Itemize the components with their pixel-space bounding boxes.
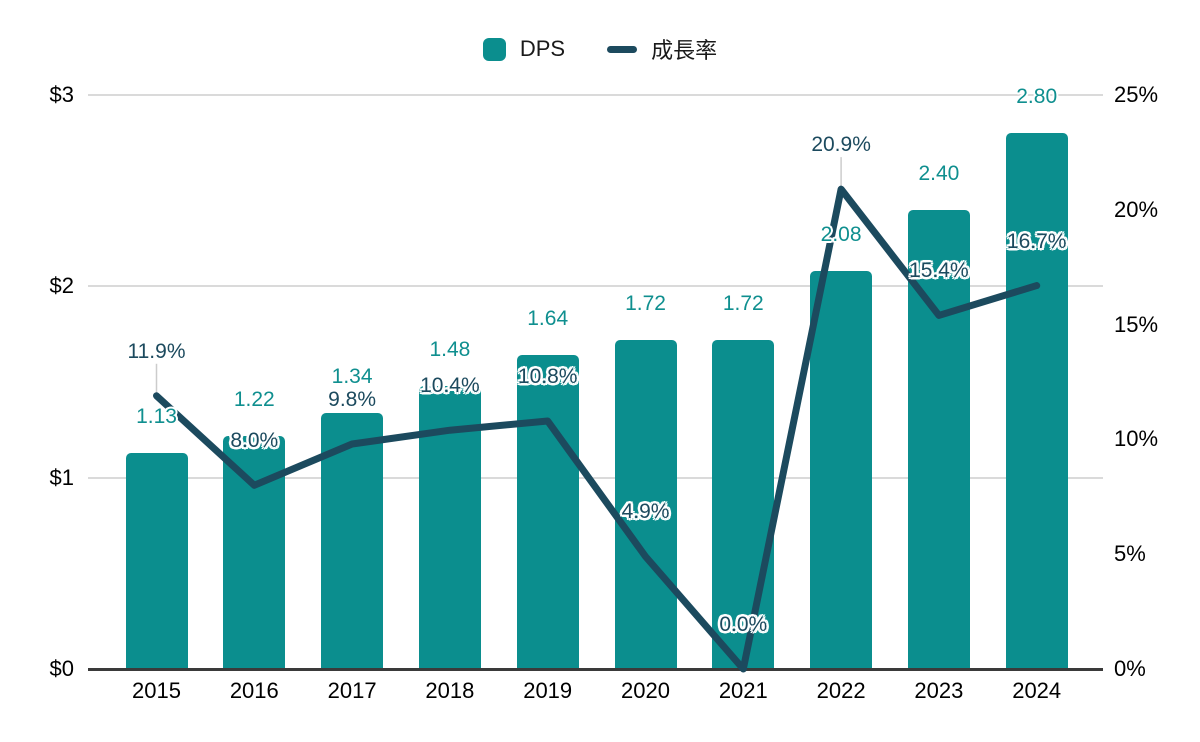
dps-legend-swatch-icon xyxy=(482,37,506,61)
legend-item-dps[interactable]: DPS xyxy=(482,36,566,62)
growth-value-label: 9.8% xyxy=(328,387,377,411)
year-tick-label: 2022 xyxy=(816,678,866,703)
left-axis-tick: $2 xyxy=(49,273,74,299)
gridline xyxy=(88,285,1103,288)
dps-bar[interactable] xyxy=(712,339,775,669)
dps-value-label: 1.64 xyxy=(527,307,569,331)
gridline xyxy=(88,94,1103,96)
right-axis-tick: 15% xyxy=(1114,311,1159,337)
growth-value-label: 4.9% xyxy=(621,500,670,524)
dps-bar[interactable] xyxy=(614,339,677,669)
growth-value-label: 8.0% xyxy=(230,429,279,453)
dps-value-label: 1.34 xyxy=(331,364,373,388)
legend-label-growth: 成長率 xyxy=(651,38,718,63)
growth-value-label: 11.9% xyxy=(127,339,186,363)
year-tick-label: 2019 xyxy=(523,678,573,703)
growth-value-label: 10.4% xyxy=(420,374,480,398)
growth-value-label: 16.7% xyxy=(1006,229,1067,253)
left-axis-tick: $1 xyxy=(49,464,74,490)
dps-bar[interactable] xyxy=(810,271,873,669)
growth-value-label: 0.0% xyxy=(719,613,768,636)
right-axis-tick: 25% xyxy=(1114,82,1159,107)
year-tick-label: 2024 xyxy=(1012,678,1062,703)
year-tick-label: 2015 xyxy=(132,678,181,703)
dps-bar[interactable] xyxy=(516,355,579,669)
legend-item-growth[interactable]: 成長率 xyxy=(607,33,717,65)
dps-value-label: 1.72 xyxy=(625,291,666,315)
right-axis-tick: 0% xyxy=(1114,656,1146,681)
dps-value-label: 1.22 xyxy=(233,387,275,411)
year-tick-label: 2017 xyxy=(327,678,377,703)
dps-value-label: 2.40 xyxy=(918,161,960,185)
chart-legend: DPS 成長率 xyxy=(0,34,1200,64)
dps-value-label: 2.08 xyxy=(820,223,862,247)
right-axis-tick: 10% xyxy=(1114,426,1159,452)
dps-value-label: 1.48 xyxy=(429,337,471,361)
year-tick-label: 2016 xyxy=(229,678,279,703)
year-tick-label: 2023 xyxy=(914,678,964,703)
dps-value-label: 2.80 xyxy=(1016,85,1058,109)
right-axis-tick: 20% xyxy=(1114,196,1159,222)
dps-value-label: 1.13 xyxy=(136,404,177,428)
dps-bar[interactable] xyxy=(1005,133,1068,669)
left-axis-tick: $3 xyxy=(49,82,74,107)
dps-bar[interactable] xyxy=(125,452,188,669)
growth-value-label: 15.4% xyxy=(909,259,969,283)
growth-legend-swatch-icon xyxy=(607,45,638,53)
dps-value-label: 1.72 xyxy=(722,291,764,315)
year-tick-label: 2020 xyxy=(621,678,670,703)
year-tick-label: 2021 xyxy=(718,678,768,703)
year-tick-label: 2018 xyxy=(425,678,475,703)
left-axis-tick: $0 xyxy=(49,656,74,681)
growth-line[interactable] xyxy=(153,185,1041,673)
growth-value-label: 10.8% xyxy=(517,365,578,389)
gridline xyxy=(88,476,1103,479)
x-axis-line xyxy=(88,667,1103,671)
legend-label-dps: DPS xyxy=(519,36,566,61)
growth-value-label: 20.9% xyxy=(811,133,871,157)
right-axis-tick: 5% xyxy=(1114,541,1146,567)
